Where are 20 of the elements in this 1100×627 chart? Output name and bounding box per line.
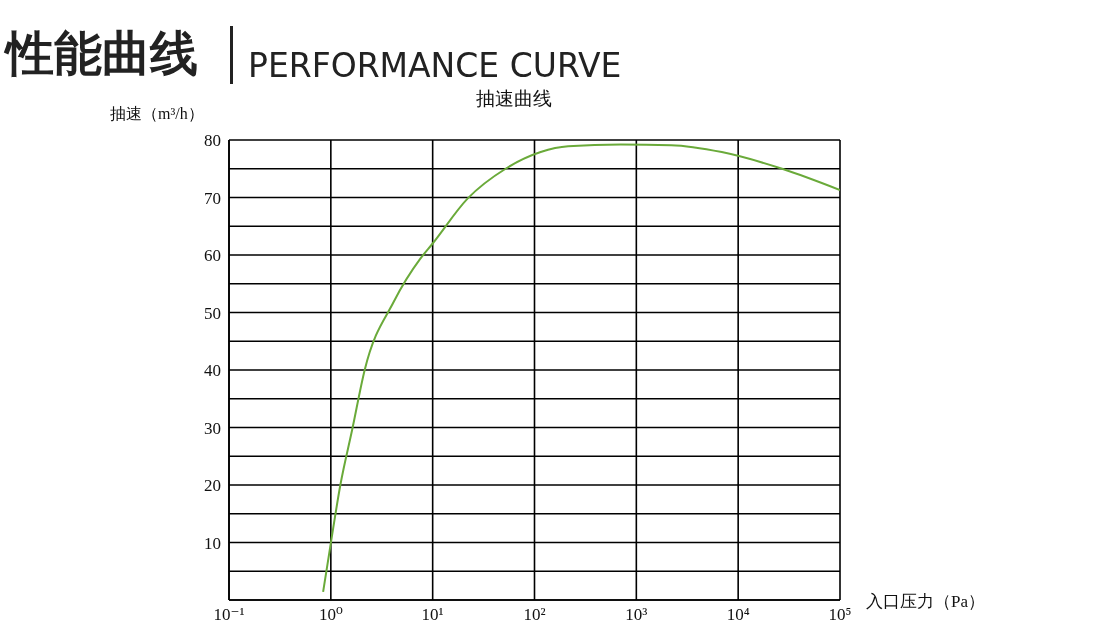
y-tick-label: 80 [204, 131, 221, 151]
x-tick-label: 10⁵ [828, 605, 852, 625]
y-tick-label: 40 [204, 361, 221, 381]
x-axis-title: 入口压力（Pa） [866, 591, 985, 613]
y-tick-label: 70 [204, 188, 221, 208]
chart-title: 性能曲线 [6, 24, 198, 83]
x-tick-label: 10³ [625, 605, 648, 625]
x-tick-label: 10² [523, 605, 546, 625]
y-tick-label: 10 [204, 533, 221, 553]
x-tick-label: 10⁰ [318, 605, 343, 625]
y-tick-label: 50 [204, 303, 221, 323]
y-tick-label: 60 [204, 246, 221, 266]
y-axis-title: 抽速（m³/h） [110, 104, 204, 124]
text: 抽速曲线 [476, 86, 552, 111]
y-tick-label: 30 [204, 418, 221, 438]
chart-subtitle: PERFORMANCE CURVE [248, 46, 622, 85]
x-tick-label: 10⁴ [726, 605, 750, 625]
x-tick-label: 10⁻¹ [213, 605, 245, 625]
y-tick-label: 20 [204, 476, 221, 496]
x-tick-label: 10¹ [421, 605, 444, 625]
